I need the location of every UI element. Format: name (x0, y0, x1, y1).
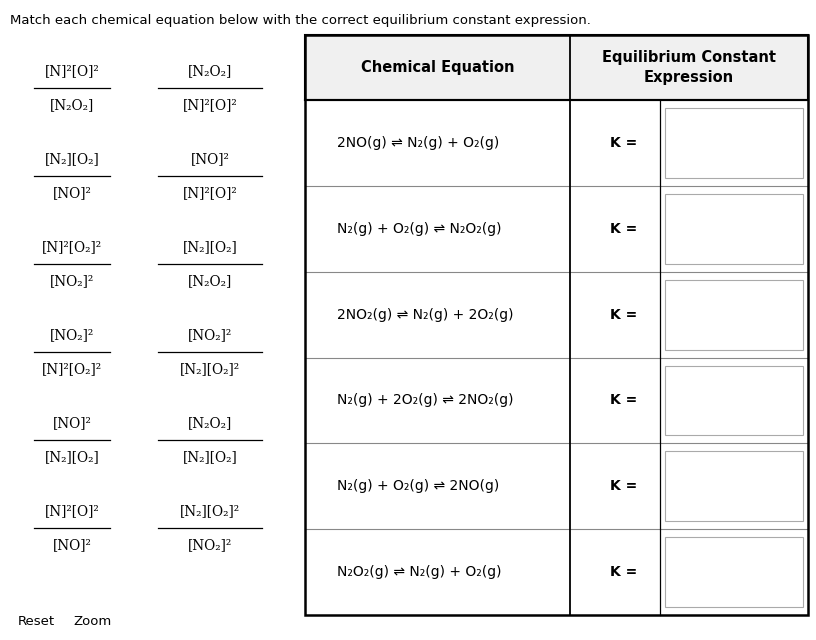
Text: [N₂][O₂]: [N₂][O₂] (183, 450, 237, 464)
Text: K =: K = (610, 221, 637, 236)
Text: [NO]²: [NO]² (191, 152, 229, 166)
Bar (665, 451, 803, 521)
Text: [N]²[O₂]²: [N]²[O₂]² (42, 240, 102, 254)
Text: N₂O₂(g) ⇌ N₂(g) + O₂(g): N₂O₂(g) ⇌ N₂(g) + O₂(g) (337, 565, 501, 579)
Bar (665, 365, 803, 435)
Text: Reset: Reset (18, 615, 55, 628)
Text: [NO]²: [NO]² (52, 416, 91, 430)
Text: [N]²[O₂]²: [N]²[O₂]² (42, 362, 102, 376)
Text: [NO₂]²: [NO₂]² (50, 274, 94, 288)
Text: [N]²[O]²: [N]²[O]² (45, 504, 100, 518)
Text: [NO]²: [NO]² (52, 538, 91, 552)
Bar (665, 194, 803, 264)
Text: Match each chemical equation below with the correct equilibrium constant express: Match each chemical equation below with … (10, 14, 591, 27)
Text: [N₂O₂]: [N₂O₂] (188, 64, 232, 78)
Text: [NO₂]²: [NO₂]² (50, 328, 94, 342)
Text: [N]²[O]²: [N]²[O]² (183, 98, 237, 112)
Text: [NO]²: [NO]² (52, 186, 91, 200)
Text: [N₂O₂]: [N₂O₂] (50, 98, 94, 112)
Text: [N₂O₂]: [N₂O₂] (188, 416, 232, 430)
Text: K =: K = (610, 565, 637, 579)
Text: N₂(g) + 2O₂(g) ⇌ 2NO₂(g): N₂(g) + 2O₂(g) ⇌ 2NO₂(g) (337, 394, 513, 408)
Text: [N]²[O]²: [N]²[O]² (183, 186, 237, 200)
Bar (665, 537, 803, 607)
Text: K =: K = (610, 308, 637, 321)
Text: N₂(g) + O₂(g) ⇌ 2NO(g): N₂(g) + O₂(g) ⇌ 2NO(g) (337, 479, 499, 493)
Bar (665, 108, 803, 178)
Text: [N₂][O₂]²: [N₂][O₂]² (180, 504, 240, 518)
Text: K =: K = (610, 479, 637, 493)
Text: Chemical Equation: Chemical Equation (361, 60, 514, 75)
Text: [N₂O₂]: [N₂O₂] (188, 274, 232, 288)
Text: K =: K = (610, 394, 637, 408)
Bar (665, 280, 803, 349)
Text: Zoom: Zoom (73, 615, 111, 628)
Text: [NO₂]²: [NO₂]² (188, 538, 232, 552)
Text: 2NO₂(g) ⇌ N₂(g) + 2O₂(g): 2NO₂(g) ⇌ N₂(g) + 2O₂(g) (337, 308, 513, 321)
Bar (305, 35, 808, 615)
Text: 2NO(g) ⇌ N₂(g) + O₂(g): 2NO(g) ⇌ N₂(g) + O₂(g) (337, 136, 499, 150)
Bar (305, 35, 808, 100)
Text: [N]²[O]²: [N]²[O]² (45, 64, 100, 78)
Text: K =: K = (610, 136, 637, 150)
Text: [N₂][O₂]²: [N₂][O₂]² (180, 362, 240, 376)
Text: [N₂][O₂]: [N₂][O₂] (45, 450, 100, 464)
Text: [N₂][O₂]: [N₂][O₂] (45, 152, 100, 166)
Text: [NO₂]²: [NO₂]² (188, 328, 232, 342)
Text: Equilibrium Constant
Expression: Equilibrium Constant Expression (602, 50, 776, 85)
Text: N₂(g) + O₂(g) ⇌ N₂O₂(g): N₂(g) + O₂(g) ⇌ N₂O₂(g) (337, 221, 501, 236)
Text: [N₂][O₂]: [N₂][O₂] (183, 240, 237, 254)
